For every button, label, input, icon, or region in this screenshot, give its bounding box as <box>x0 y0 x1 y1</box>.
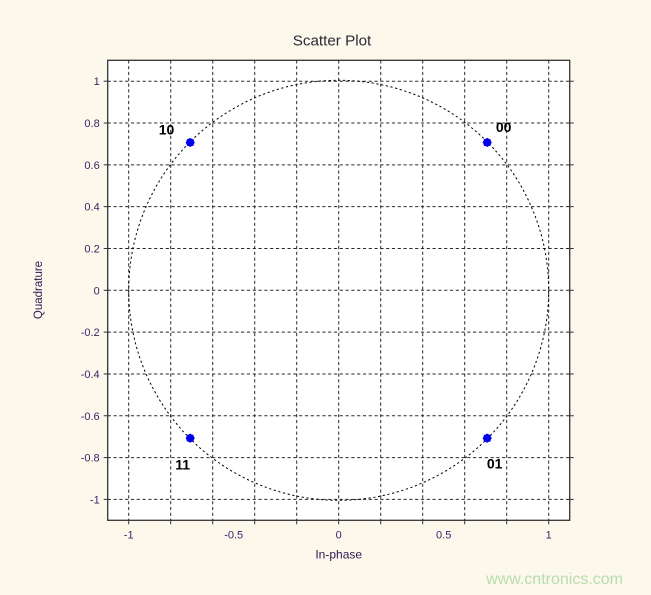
svg-text:0.5: 0.5 <box>436 529 451 541</box>
svg-text:Scatter Plot: Scatter Plot <box>293 33 372 50</box>
svg-text:Quadrature: Quadrature <box>33 261 45 319</box>
svg-text:-0.5: -0.5 <box>224 529 243 541</box>
svg-text:01: 01 <box>487 456 503 472</box>
svg-text:0: 0 <box>94 285 100 297</box>
svg-text:00: 00 <box>496 119 512 135</box>
svg-text:1: 1 <box>546 529 552 541</box>
svg-text:10: 10 <box>159 121 175 137</box>
svg-text:In-phase: In-phase <box>315 547 362 561</box>
svg-text:-1: -1 <box>124 529 134 541</box>
svg-text:-0.4: -0.4 <box>81 369 100 381</box>
svg-text:0.2: 0.2 <box>84 243 99 255</box>
svg-text:1: 1 <box>94 76 100 88</box>
svg-text:0: 0 <box>336 529 342 541</box>
svg-text:-0.6: -0.6 <box>81 411 100 423</box>
svg-text:11: 11 <box>175 457 190 473</box>
svg-text:www.cntronics.com: www.cntronics.com <box>485 571 623 588</box>
svg-text:-1: -1 <box>90 494 100 506</box>
svg-text:0.8: 0.8 <box>84 118 99 130</box>
svg-text:0.4: 0.4 <box>84 202 99 214</box>
svg-text:-0.8: -0.8 <box>81 453 100 465</box>
svg-text:-0.2: -0.2 <box>81 327 100 339</box>
svg-text:0.6: 0.6 <box>84 160 99 172</box>
